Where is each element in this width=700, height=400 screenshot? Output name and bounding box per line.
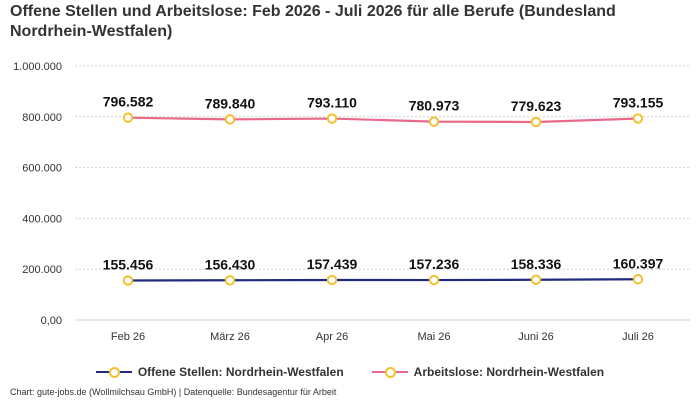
data-point	[428, 116, 440, 127]
legend-item-offene-stellen[interactable]: Offene Stellen: Nordrhein-Westfalen	[95, 365, 344, 379]
legend-symbol-offene-stellen	[95, 365, 132, 379]
data-point	[326, 113, 338, 124]
data-point	[632, 274, 644, 285]
data-point	[530, 274, 542, 285]
data-point	[632, 113, 644, 124]
series-line-0	[127, 278, 639, 282]
x-tick-label: März 26	[210, 331, 250, 343]
legend: Offene Stellen: Nordrhein-Westfalen Arbe…	[0, 362, 700, 382]
data-point	[122, 275, 134, 286]
data-point	[122, 112, 134, 123]
y-tick-label: 200.000	[22, 264, 62, 276]
y-tick-label: 1.000.000	[13, 61, 62, 73]
chart-title: Offene Stellen und Arbeitslose: Feb 2026…	[10, 3, 616, 40]
data-label: 160.397	[613, 255, 664, 271]
x-tick-label: Juni 26	[518, 331, 553, 343]
data-label: 155.456	[103, 257, 154, 273]
data-label: 157.236	[409, 256, 460, 272]
data-label: 793.110	[307, 95, 357, 111]
data-point	[326, 274, 338, 286]
data-label: 780.973	[409, 98, 460, 114]
legend-symbol-arbeitslose	[371, 365, 408, 379]
data-point	[224, 114, 236, 125]
chart-credits: Chart: gute-jobs.de (Wollmilchsau GmbH) …	[10, 387, 337, 397]
data-label: 793.155	[613, 95, 664, 111]
x-tick-label: Apr 26	[316, 331, 348, 343]
y-tick-label: 400.000	[22, 213, 62, 225]
data-point	[224, 275, 236, 286]
series-line-1	[127, 116, 639, 124]
x-tick-label: Juli 26	[622, 331, 654, 343]
y-tick-label: 0,00	[41, 315, 62, 327]
data-point	[428, 274, 440, 286]
data-label: 789.840	[205, 95, 256, 111]
legend-label-arbeitslose: Arbeitslose: Nordrhein-Westfalen	[413, 365, 605, 379]
x-tick-label: Feb 26	[111, 331, 145, 343]
data-label: 157.439	[307, 256, 358, 272]
data-point	[530, 116, 542, 128]
y-tick-label: 600.000	[22, 163, 62, 175]
data-label: 779.623	[511, 98, 562, 114]
legend-item-arbeitslose[interactable]: Arbeitslose: Nordrhein-Westfalen	[371, 365, 605, 379]
legend-label-offene-stellen: Offene Stellen: Nordrhein-Westfalen	[137, 365, 344, 379]
data-label: 156.430	[205, 256, 256, 272]
x-tick-label: Mai 26	[417, 331, 450, 343]
y-tick-label: 800.000	[22, 112, 62, 124]
data-label: 158.336	[511, 256, 562, 272]
data-label: 796.582	[103, 94, 154, 110]
